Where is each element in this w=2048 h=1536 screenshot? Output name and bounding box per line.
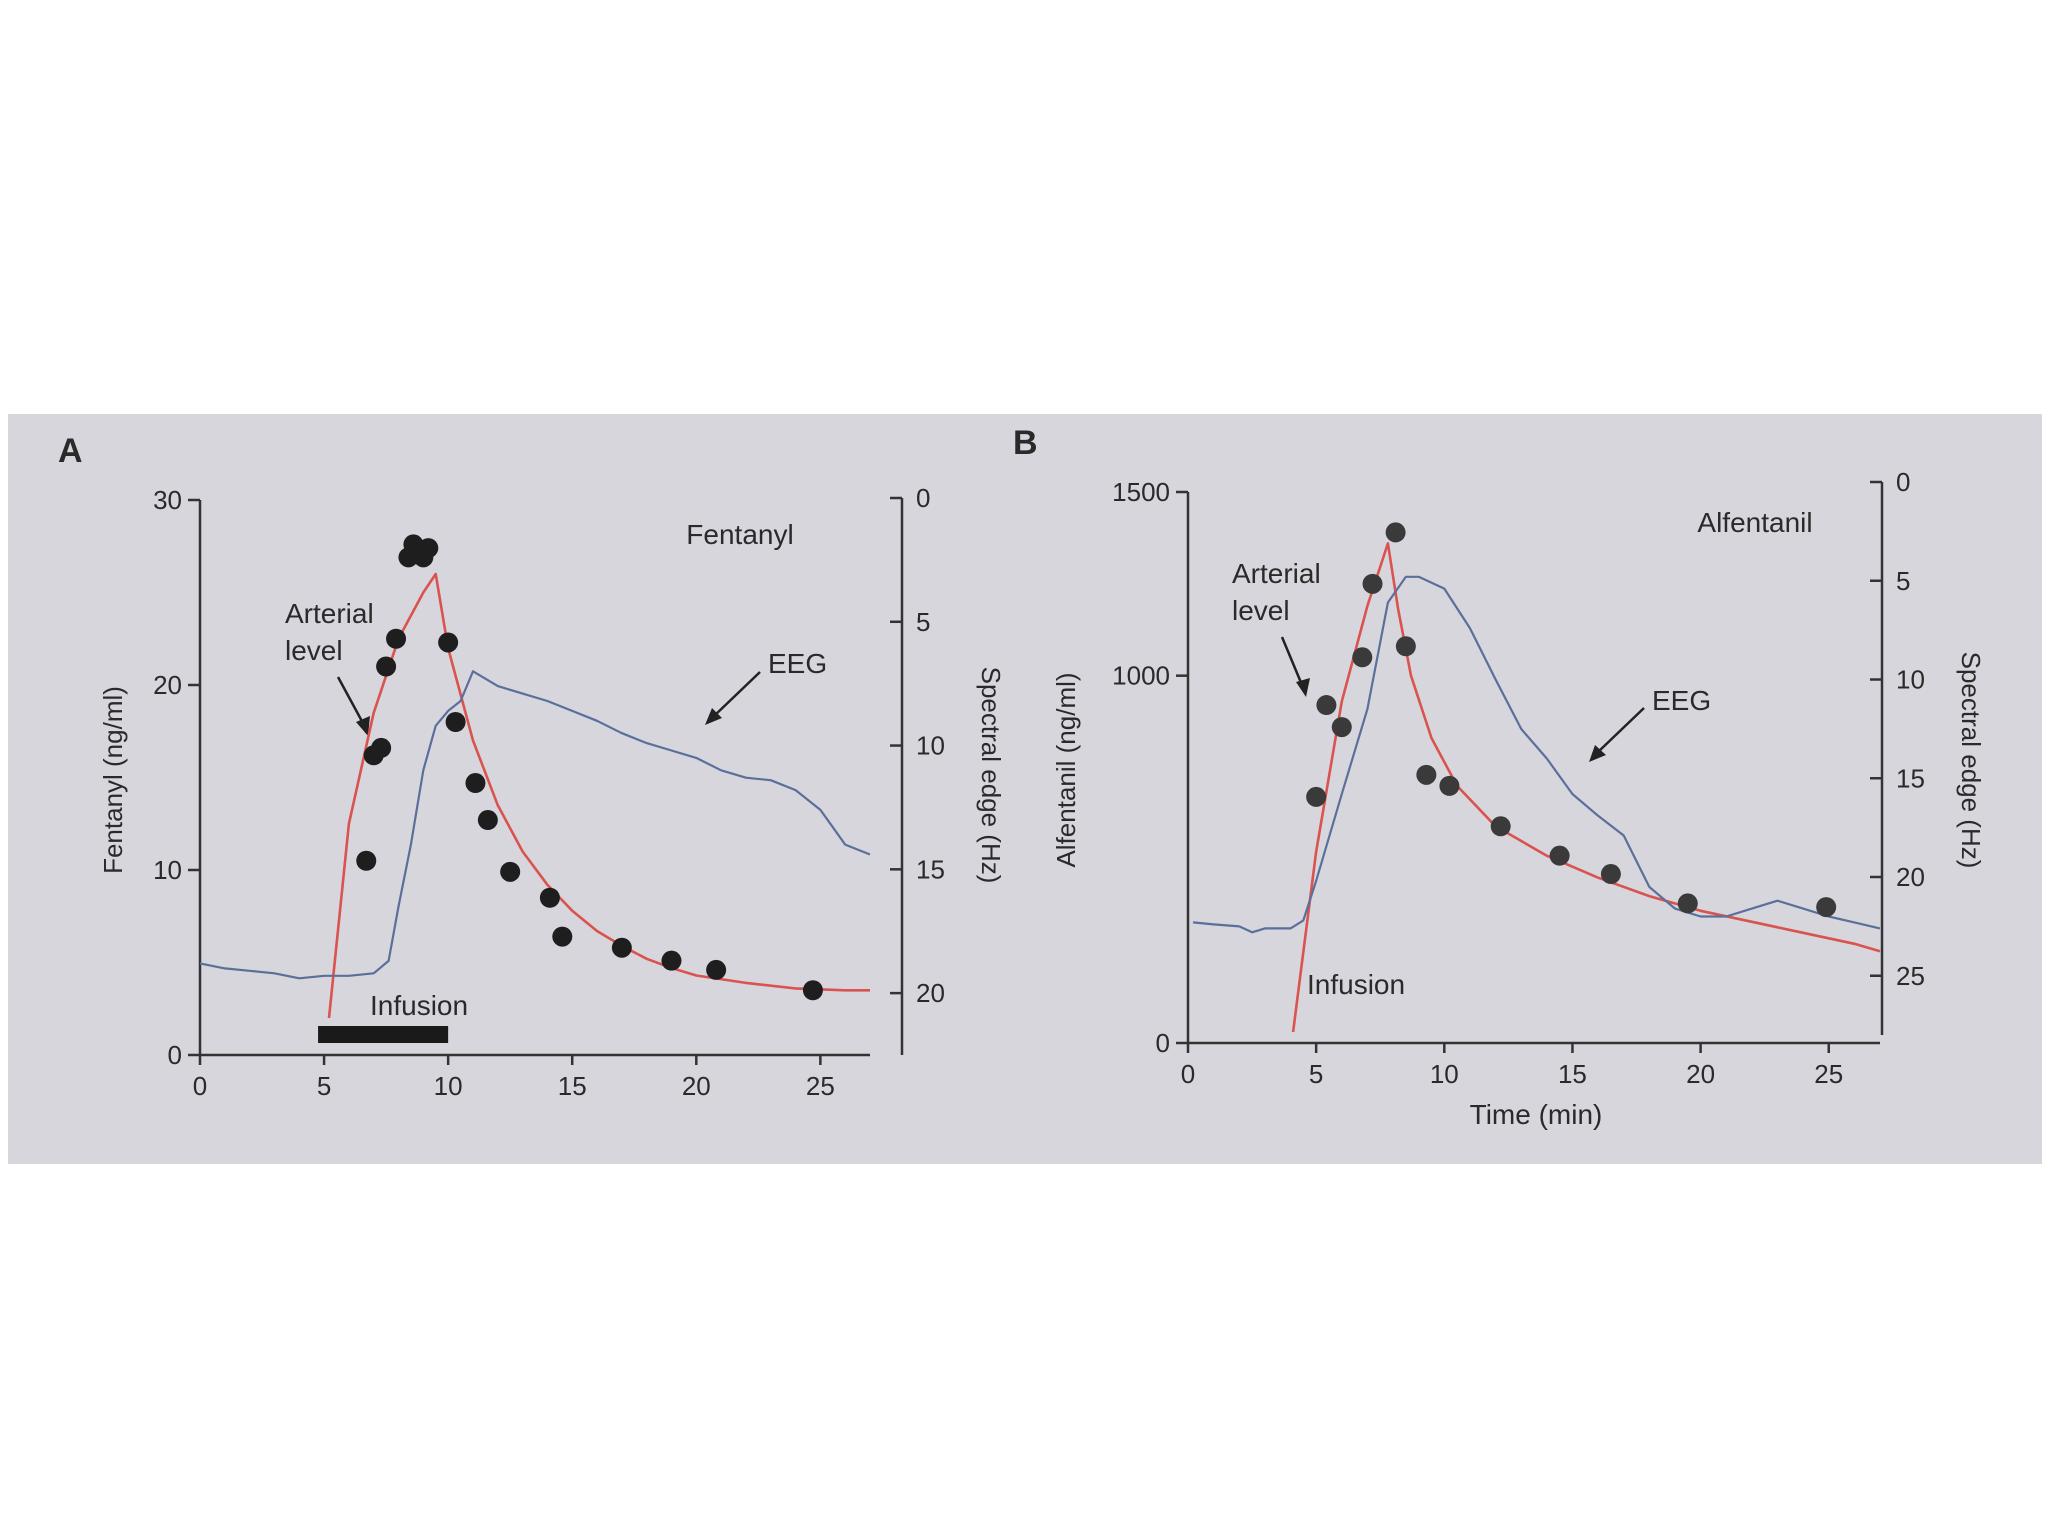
panel-a-data-point (376, 656, 397, 677)
panel-a-y2tick-label: 5 (916, 607, 930, 637)
panel-b-arterial-arrowhead (1296, 678, 1310, 697)
panel-b-data-point (1362, 573, 1383, 594)
panel-a-data-point (552, 926, 573, 947)
panel-b-xtick-label: 0 (1181, 1059, 1195, 1089)
panel-a-data-point (438, 632, 459, 653)
panel-a-data-point (356, 850, 377, 871)
panel-b-data-point (1816, 897, 1837, 918)
panel-b-ytick-label: 0 (1156, 1028, 1170, 1058)
panel-b-y2tick-label: 15 (1896, 763, 1925, 793)
panel-a-data-point (386, 628, 407, 649)
panel-b-xtick-label: 25 (1814, 1059, 1843, 1089)
panel-a-ytick-label: 0 (168, 1040, 182, 1070)
panel-b-data-point (1352, 647, 1373, 668)
panel-b-y2tick-label: 5 (1896, 566, 1910, 596)
panel-a-data-point (418, 538, 439, 559)
panel-b-data-point (1677, 893, 1698, 914)
panel-b-eeg-line (1192, 575, 1881, 934)
panel-b-arterial-label-2: level (1232, 595, 1290, 626)
panel-a-data-point (500, 861, 521, 882)
panel-b-data-point (1439, 775, 1460, 796)
panel-a-data-point (465, 773, 486, 794)
panel-a-arterial-arrowhead (356, 716, 370, 736)
panel-a-arterial-line (327, 572, 870, 1019)
panel-b-y2tick-label: 10 (1896, 665, 1925, 695)
panel-a-label: A (58, 432, 83, 470)
panel-a-arterial-label-1: Arterial (285, 598, 374, 629)
panel-b-data-point (1316, 695, 1337, 716)
panel-b-data-point (1385, 522, 1406, 543)
panel-b-arterial-label-1: Arterial (1232, 558, 1321, 589)
panel-a-data-point (706, 959, 727, 980)
panel-b-data-point (1549, 845, 1570, 866)
panel-b-y2label: Spectral edge (Hz) (1956, 652, 1986, 869)
panel-a-infusion-bar (318, 1026, 449, 1043)
panel-a-xtick-label: 20 (682, 1071, 711, 1101)
panel-a-data-point (477, 810, 498, 831)
panel-a-ytick-label: 10 (153, 855, 182, 885)
panel-a-arterial-arrow (336, 676, 366, 726)
panel-a-eeg-arrow (713, 671, 761, 717)
panel-a-eeg-line (199, 670, 871, 980)
panel-b-data-point (1490, 816, 1511, 837)
panel-b-y2tick-label: 0 (1896, 467, 1910, 497)
panel-b-y2tick-label: 25 (1896, 961, 1925, 991)
panel-b-xtick-label: 10 (1430, 1059, 1459, 1089)
panel-a-data-point (611, 937, 632, 958)
panel-a-y2label: Spectral edge (Hz) (976, 667, 1006, 884)
panel-b: B Alfentanil (ng/ml) Spectral edge (Hz) … (1013, 424, 1986, 1130)
panel-a-data-point (445, 712, 466, 732)
panel-a-ylabel: Fentanyl (ng/ml) (98, 686, 128, 874)
panel-b-data-point (1331, 717, 1352, 738)
panel-b-xlabel: Time (min) (1470, 1099, 1603, 1130)
panel-a-ytick-label: 30 (153, 485, 182, 515)
panel-b-eeg-arrow (1597, 707, 1645, 753)
panel-a-infusion-label: Infusion (370, 990, 468, 1021)
panel-b-eeg-label: EEG (1652, 685, 1711, 716)
panel-a-data-point (802, 980, 823, 1001)
panel-b-label: B (1013, 424, 1038, 462)
panel-a-title: Fentanyl (686, 519, 793, 550)
panel-a-data-point (539, 887, 560, 908)
chart-marks: 0 5 10 15 20 25 0 10 20 30 0 5 10 15 20 0 5 10 15 20 25 0 1000… (153, 467, 1925, 1101)
panel-b-infusion-label: Infusion (1307, 969, 1405, 1000)
panel-a-arterial-label-2: level (285, 635, 343, 666)
panel-b-eeg-arrowhead (1589, 745, 1606, 762)
panel-b-title: Alfentanil (1697, 507, 1812, 538)
panel-b-ylabel: Alfentanil (ng/ml) (1051, 672, 1081, 867)
panel-a-ytick-label: 20 (153, 670, 182, 700)
panel-b-y2tick-label: 20 (1896, 862, 1925, 892)
panel-a-data-point (661, 950, 682, 971)
panel-b-xtick-label: 20 (1686, 1059, 1715, 1089)
panel-a-xtick-label: 15 (558, 1071, 587, 1101)
panel-a-xtick-label: 10 (434, 1071, 463, 1101)
panel-b-data-point (1306, 786, 1327, 807)
panel-a-eeg-arrowhead (705, 708, 722, 725)
panel-b-ytick-label: 1500 (1112, 477, 1170, 507)
panel-a-xtick-label: 0 (193, 1071, 207, 1101)
panel-b-xtick-label: 15 (1558, 1059, 1587, 1089)
panel-a: A Fentanyl (ng/ml) Spectral edge (Hz) Fe… (58, 432, 1006, 1057)
panel-a-eeg-label: EEG (768, 648, 827, 679)
panel-b-arterial-line (1291, 542, 1881, 1033)
panel-b-ytick-label: 1000 (1112, 661, 1170, 691)
panel-b-arterial-arrow (1280, 636, 1304, 686)
panel-b-data-point (1600, 864, 1621, 885)
panel-b-data-point (1395, 636, 1416, 657)
panel-a-y2tick-label: 15 (916, 854, 945, 884)
panel-a-xtick-label: 25 (806, 1071, 835, 1101)
panel-a-y2tick-label: 0 (916, 483, 930, 513)
panel-b-xtick-label: 5 (1309, 1059, 1323, 1089)
panel-a-data-point (371, 737, 392, 758)
panel-b-data-point (1416, 764, 1437, 785)
panel-a-xtick-label: 5 (317, 1071, 331, 1101)
panel-a-y2tick-label: 20 (916, 978, 945, 1008)
panel-a-y2tick-label: 10 (916, 731, 945, 761)
